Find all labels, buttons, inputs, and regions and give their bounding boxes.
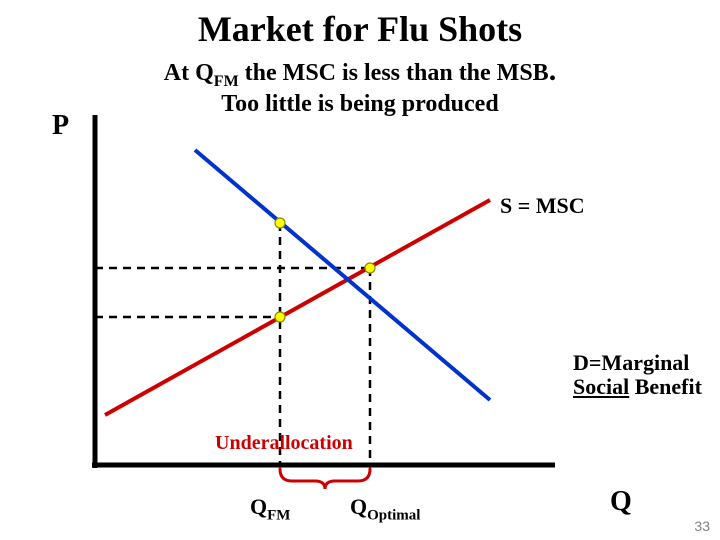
demand-label: D=Marginal Social Benefit (573, 351, 702, 399)
q-fm-label: QFM (250, 494, 290, 524)
page-number: 33 (694, 518, 710, 534)
supply-label: S = MSC (500, 193, 585, 219)
x-axis-label: Q (610, 486, 632, 518)
econ-diagram (0, 0, 720, 540)
q-optimal-label: QOptimal (350, 494, 420, 524)
underallocation-label: Underallocation (215, 432, 353, 455)
y-axis-label: P (52, 110, 69, 142)
